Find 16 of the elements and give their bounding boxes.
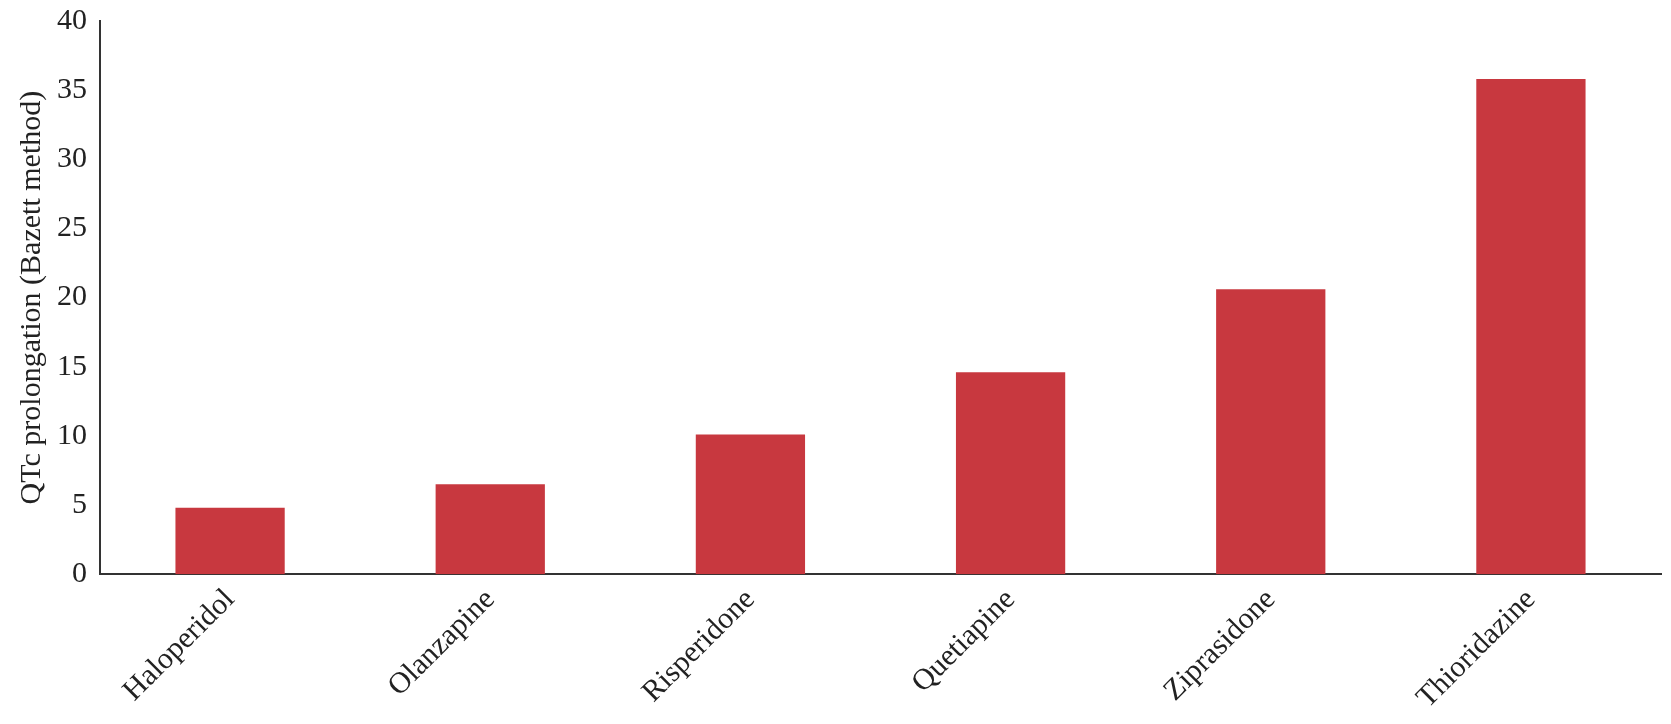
- y-axis-title: QTc prolongation (Bazett method): [12, 90, 47, 505]
- y-tick-label: 10: [57, 416, 87, 450]
- y-tick-label: 25: [57, 209, 87, 243]
- y-tick-label: 0: [72, 555, 87, 589]
- bar: [955, 372, 1066, 575]
- y-tick-label: 35: [57, 71, 87, 105]
- bar: [435, 484, 545, 575]
- bar: [1476, 79, 1586, 575]
- y-tick-label: 15: [57, 347, 87, 381]
- y-tick-label: 5: [72, 485, 87, 519]
- y-tick-label: 30: [57, 140, 87, 174]
- y-tick-label: 20: [57, 278, 87, 312]
- y-tick-label: 40: [57, 1, 87, 35]
- bar: [695, 434, 806, 575]
- bar: [1216, 289, 1326, 575]
- bar: [175, 507, 285, 575]
